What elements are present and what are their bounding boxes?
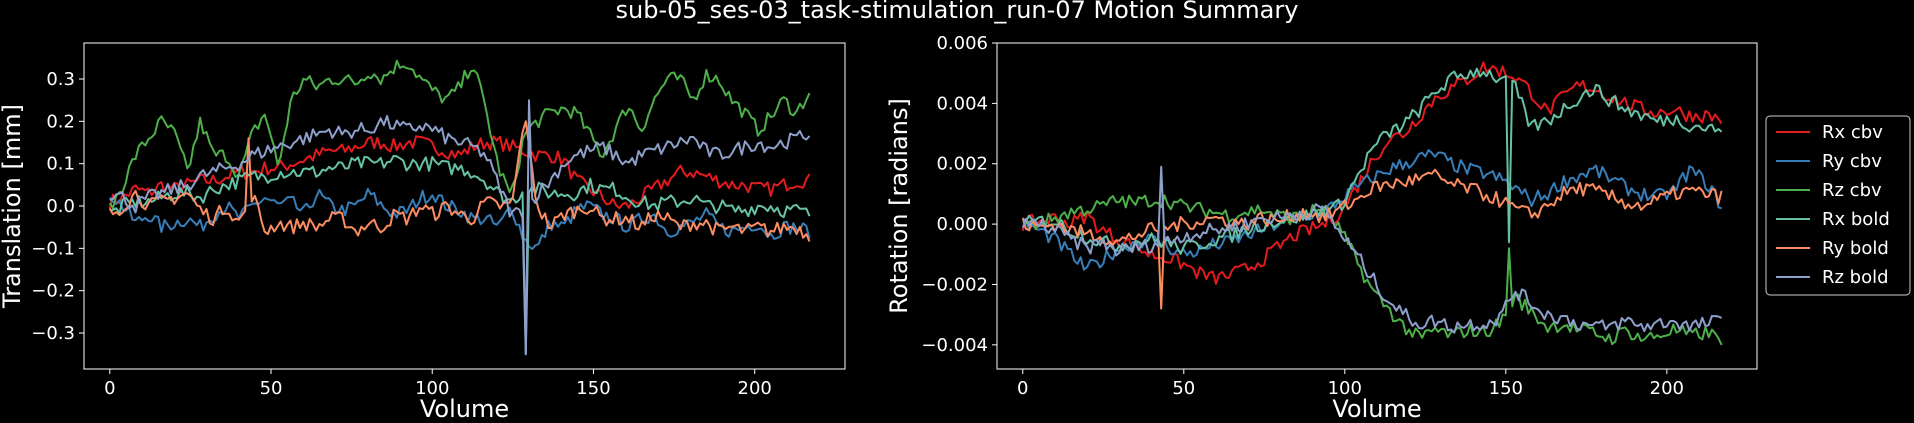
rotation-xtick-label: 50 [1172,378,1195,399]
translation-xtick-label: 150 [576,378,610,399]
legend-entry: Rz cbv [1822,180,1882,201]
rotation-xtick-label: 150 [1489,378,1523,399]
rotation-ytick-label: 0.004 [936,93,988,114]
rotation-chart: 0 50 100 150 200 −0.004 −0.002 0.000 0.002 0.004 0… [885,33,1758,423]
translation-ytick-label: −0.1 [31,238,75,259]
rotation-xtick-label: 0 [1017,378,1028,399]
rotation-ytick-label: −0.004 [921,335,988,356]
translation-ylabel: Translation [mm] [0,104,26,309]
rotation-ytick-label: 0.000 [936,214,988,235]
translation-series-rz-cbv [108,59,811,210]
translation-series-rx-cbv [108,135,811,210]
rotation-series-rz-bold [1021,165,1723,334]
translation-ytick-label: 0.2 [46,111,75,132]
rotation-xtick-label: 100 [1328,378,1362,399]
rotation-xtick-label: 200 [1650,378,1684,399]
rotation-series-ry-bold [1021,168,1723,310]
rotation-series-rz-cbv [1022,194,1723,346]
legend-entry: Rx bold [1822,209,1890,230]
rotation-ytick-label: −0.002 [921,274,988,295]
translation-series-rz-bold [109,99,811,356]
translation-xtick-label: 100 [415,378,449,399]
legend-entry: Ry bold [1822,238,1889,259]
translation-xlabel: Volume [420,395,509,423]
rotation-xlabel: Volume [1332,395,1421,423]
rotation-series-rx-bold [1022,67,1723,255]
translation-ytick-label: 0.0 [46,196,75,217]
figure-title: sub-05_ses-03_task-stimulation_run-07 Mo… [615,0,1299,24]
legend-entry: Rx cbv [1822,122,1883,143]
translation-ytick-label: −0.2 [31,281,75,302]
translation-xtick-label: 200 [738,378,772,399]
rotation-ylabel: Rotation [radians] [885,98,913,314]
rotation-series-ry-cbv [1022,149,1722,271]
legend: Rx cbv Ry cbv Rz cbv Rx bold Ry bold Rz bold [1765,115,1911,296]
translation-ytick-label: 0.1 [46,154,75,175]
translation-xtick-label: 0 [104,378,115,399]
translation-series-ry-bold [108,120,811,242]
translation-chart: 0 50 100 150 200 −0.3 −0.2 −0.1 0.0 0.1 0.2 0.3 Volu… [0,42,846,423]
translation-xtick-label: 50 [260,378,283,399]
legend-entry: Ry cbv [1822,151,1882,172]
rotation-axes-frame [996,42,1758,370]
translation-series-rx-bold [109,154,811,356]
legend-entry: Rz bold [1822,267,1889,288]
rotation-ytick-label: 0.002 [936,154,988,175]
translation-ytick-label: 0.3 [46,69,75,90]
translation-ytick-label: −0.3 [31,323,75,344]
rotation-ytick-label: 0.006 [936,33,988,54]
